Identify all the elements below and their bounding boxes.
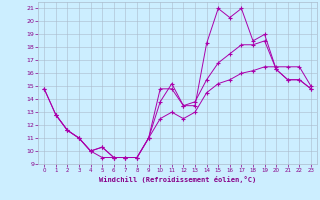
- X-axis label: Windchill (Refroidissement éolien,°C): Windchill (Refroidissement éolien,°C): [99, 176, 256, 183]
